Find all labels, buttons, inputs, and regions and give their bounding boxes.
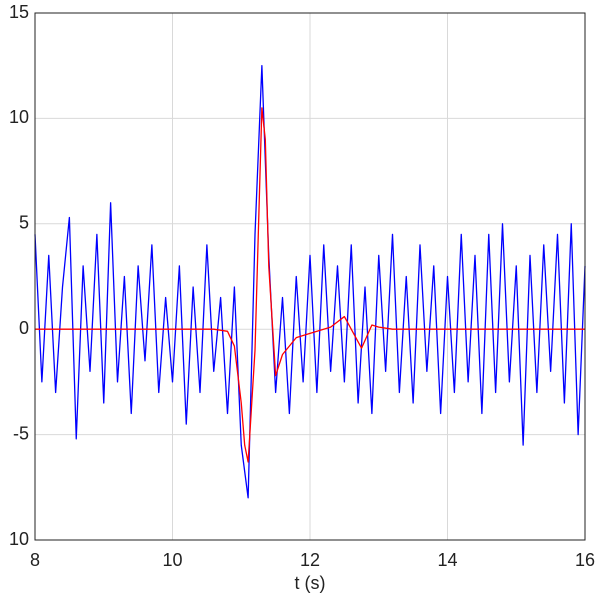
y-tick-label: 5 [19,213,29,233]
y-tick-label: 10 [9,529,29,549]
x-tick-label: 14 [437,550,457,570]
data-line [35,107,585,463]
y-tick-label: -5 [13,423,29,443]
y-tick-label: 10 [9,107,29,127]
y-tick-label: 15 [9,2,29,22]
x-tick-label: 12 [300,550,320,570]
plot-frame [34,12,586,541]
x-tick-label: 8 [30,550,40,570]
x-tick-label: 10 [162,550,182,570]
x-axis-label: t (s) [295,573,326,593]
x-tick-label: 16 [575,550,595,570]
data-line [34,65,586,499]
y-tick-label: 0 [19,318,29,338]
